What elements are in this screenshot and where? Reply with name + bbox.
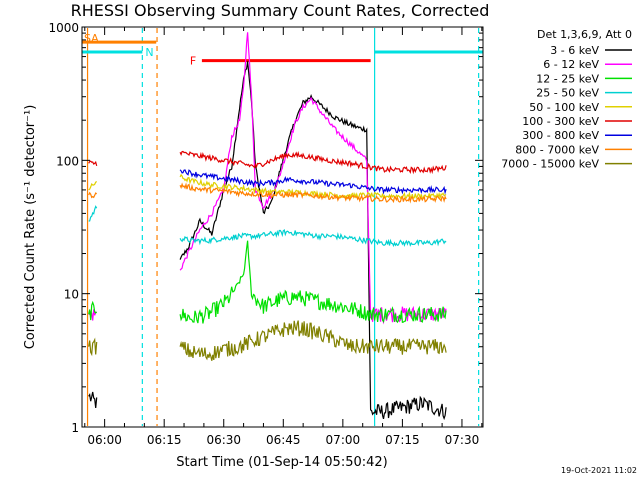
x-tick-label: 07:30: [445, 433, 480, 447]
series-line: [179, 32, 447, 325]
legend-label: 300 - 800 keV: [522, 129, 599, 142]
series-line: [179, 182, 447, 204]
legend-header: Det 1,3,6,9, Att 0: [537, 28, 632, 41]
series-line: [88, 337, 98, 357]
legend-label: 7000 - 15000 keV: [501, 158, 599, 171]
series-line: [88, 391, 98, 408]
x-axis-label: Start Time (01-Sep-14 05:50:42): [176, 455, 387, 470]
legend-label: 6 - 12 keV: [543, 58, 599, 71]
y-tick-label: 1: [71, 421, 79, 435]
y-tick-label: 1000: [48, 21, 79, 35]
x-tick-label: 07:15: [385, 433, 420, 447]
x-tick-label: 06:15: [147, 433, 182, 447]
timestamp: 19-Oct-2021 11:02: [561, 466, 637, 475]
series-line: [88, 191, 98, 199]
series-line: [179, 240, 447, 324]
plot-area: SA N F: [82, 28, 483, 426]
x-tick-label: 06:30: [206, 433, 241, 447]
x-axis: 06:00 06:15 06:30 06:45 07:00 07:15 07:30: [84, 27, 483, 447]
series-line: [88, 181, 98, 191]
series-line: [179, 169, 447, 195]
chart-title: RHESSI Observing Summary Count Rates, Co…: [71, 1, 490, 20]
legend-label: 100 - 300 keV: [522, 115, 599, 128]
series-line: [179, 150, 447, 175]
y-tick-label: 10: [64, 288, 79, 302]
series-line: [88, 160, 98, 167]
x-tick-label: 07:00: [326, 433, 361, 447]
series-line: [88, 300, 98, 321]
legend-label: 12 - 25 keV: [536, 72, 599, 85]
x-tick-label: 06:45: [266, 433, 301, 447]
y-tick-label: 100: [56, 154, 79, 168]
y-axis-label: Corrected Count Rate (s⁻¹ detector⁻¹): [23, 105, 38, 350]
attenuator-bar-label: SA: [84, 32, 99, 45]
attenuator-bar-label: F: [190, 55, 196, 68]
legend-label: 50 - 100 keV: [529, 101, 599, 114]
series-line: [179, 320, 447, 361]
attenuator-bar-label: N: [145, 46, 153, 59]
legend-label: 25 - 50 keV: [536, 87, 599, 100]
legend-label: 800 - 7000 keV: [515, 143, 599, 156]
legend-label: 3 - 6 keV: [550, 44, 599, 57]
plot-frame: [81, 26, 484, 428]
x-tick-label: 06:00: [87, 433, 122, 447]
series-line: [179, 229, 447, 248]
y-axis: 1 10 100 1000: [48, 21, 483, 435]
series-line: [88, 205, 98, 222]
